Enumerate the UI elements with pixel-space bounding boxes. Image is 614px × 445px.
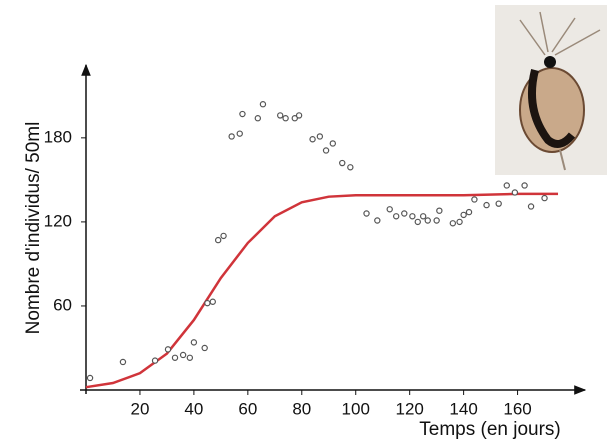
data-point — [201, 344, 208, 352]
data-point — [511, 189, 519, 196]
data-point — [521, 182, 528, 189]
data-point — [171, 354, 179, 361]
data-point — [214, 236, 222, 244]
data-point — [414, 218, 421, 226]
data-point — [347, 164, 354, 171]
data-point — [483, 201, 490, 209]
data-point — [295, 112, 303, 119]
x-tick-label: 140 — [449, 399, 477, 418]
x-tick-label: 40 — [184, 399, 203, 418]
data-point — [151, 357, 159, 364]
data-point — [322, 147, 330, 154]
data-point — [471, 196, 478, 203]
x-axis-title: Temps (en jours) — [419, 419, 561, 440]
x-tick-label: 80 — [292, 399, 311, 418]
data-point — [419, 213, 427, 220]
data-point — [433, 217, 440, 224]
data-point — [449, 220, 457, 227]
data-point — [456, 218, 463, 226]
data-point — [186, 354, 194, 361]
data-point — [329, 140, 337, 147]
data-point — [259, 101, 267, 108]
data-point — [465, 208, 473, 216]
data-point — [291, 115, 298, 122]
data-point — [316, 133, 324, 140]
data-point — [190, 339, 198, 346]
data-point — [228, 133, 235, 140]
data-point — [495, 200, 502, 207]
data-point — [236, 130, 243, 137]
data-point — [392, 213, 400, 220]
data-point — [363, 210, 370, 217]
data-point — [503, 182, 510, 189]
y-tick-label: 180 — [44, 127, 72, 146]
data-point — [282, 115, 289, 122]
data-point — [374, 217, 381, 224]
data-point — [254, 115, 262, 122]
x-tick-label: 60 — [238, 399, 257, 418]
data-point — [164, 346, 172, 353]
daphnia-photo — [495, 5, 607, 175]
x-tick-label: 20 — [130, 399, 149, 418]
growth-curve — [85, 192, 559, 389]
data-point — [204, 299, 211, 307]
data-point — [220, 232, 227, 240]
x-tick-label: 160 — [503, 399, 531, 418]
y-tick-label: 60 — [53, 295, 72, 314]
data-point — [527, 203, 535, 210]
data-point — [541, 194, 548, 202]
data-point — [277, 112, 284, 119]
data-point — [409, 213, 416, 220]
data-point — [460, 211, 467, 219]
data-point — [436, 207, 443, 214]
data-point — [424, 217, 431, 224]
data-point — [119, 358, 127, 366]
x-tick-label: 120 — [395, 399, 423, 418]
data-point — [179, 351, 187, 359]
y-tick-label: 120 — [44, 211, 72, 230]
data-point — [309, 136, 316, 143]
data-point — [239, 110, 246, 118]
data-point — [386, 206, 393, 213]
data-point — [401, 210, 408, 217]
data-point — [86, 374, 94, 382]
x-tick-label: 100 — [342, 399, 370, 418]
data-point — [339, 159, 346, 167]
data-point — [209, 298, 216, 305]
y-axis-title: Nombre d'individus/ 50ml — [23, 122, 44, 335]
